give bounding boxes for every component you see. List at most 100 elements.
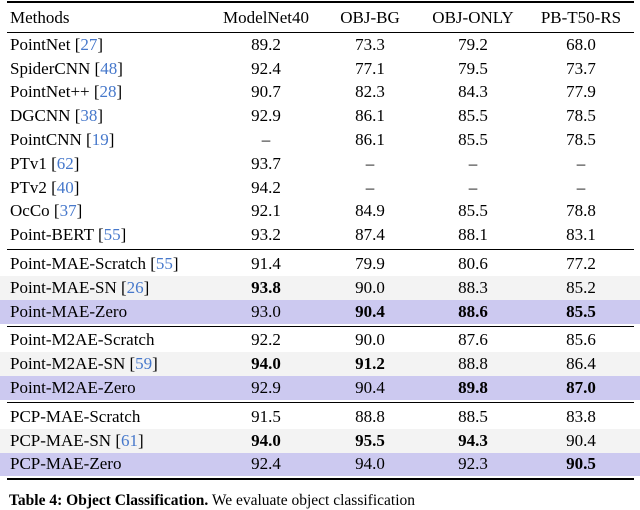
value-cell: 87.6 — [458, 330, 488, 350]
table-row: Point-M2AE-Scratch 92.2 90.0 87.6 85.6 — [0, 329, 640, 353]
method-cell: Point-M2AE-Scratch — [0, 330, 210, 350]
value-cell: 92.9 — [251, 106, 281, 126]
table-caption: Table 4: Object Classification. We evalu… — [0, 491, 640, 510]
table-row: PTv2 [40] 94.2 – – – — [0, 176, 640, 200]
value-cell: 90.0 — [355, 330, 385, 350]
method-label: DGCNN — [10, 106, 71, 126]
caption-label: Table 4: — [9, 492, 63, 510]
value-cell: 85.5 — [458, 201, 488, 221]
value-cell: 88.3 — [458, 277, 488, 297]
value-cell: 79.9 — [355, 254, 385, 274]
method-label: PointNet — [10, 34, 71, 54]
section-divider-rule — [7, 325, 634, 327]
value-cell: 92.9 — [251, 378, 281, 398]
value-cell: 88.8 — [458, 354, 488, 374]
value-cell: 79.5 — [458, 58, 488, 78]
method-cell: Point-MAE-Scratch [55] — [10, 254, 179, 274]
value-cell: 85.2 — [566, 277, 596, 297]
method-cell: SpiderCNN [48] — [10, 58, 123, 78]
value-cell: 90.5 — [566, 454, 596, 474]
value-cell: 87.0 — [566, 378, 596, 398]
citation-link[interactable]: 38 — [80, 106, 98, 126]
citation-link[interactable]: 27 — [80, 34, 98, 54]
citation-link[interactable]: 62 — [56, 153, 74, 173]
value-cell: 77.9 — [566, 82, 596, 102]
value-cell: – — [365, 153, 375, 173]
table-row: Point-MAE-Scratch [55] 91.4 79.9 80.6 77.2 — [0, 252, 640, 276]
table-bottom-rule — [7, 478, 634, 481]
value-cell: 80.6 — [458, 254, 488, 274]
table-row: Point-BERT [55] 93.2 87.4 88.1 83.1 — [0, 223, 640, 247]
citation-link[interactable]: 59 — [135, 354, 153, 374]
table-row: PCP-MAE-SN [61] 94.0 95.5 94.3 90.4 — [0, 428, 640, 453]
citation-link[interactable]: 55 — [103, 225, 121, 245]
method-cell: Point-MAE-SN [26] — [10, 277, 150, 297]
value-cell: 92.4 — [251, 454, 281, 474]
value-cell: 73.3 — [355, 34, 385, 54]
value-cell: 78.5 — [566, 106, 596, 126]
method-label: Point-M2AE-Scratch — [10, 330, 155, 350]
method-cell: Point-MAE-Zero — [0, 302, 210, 322]
value-cell: 91.2 — [355, 354, 385, 374]
value-cell: 93.0 — [251, 301, 281, 321]
table-row: PTv1 [62] 93.7 – – – — [0, 152, 640, 176]
column-header-pb-t50-rs: PB-T50-RS — [540, 7, 622, 27]
column-header-modelnet40: ModelNet40 — [223, 7, 309, 27]
value-cell: 85.6 — [566, 330, 596, 350]
value-cell: 84.9 — [355, 201, 385, 221]
value-cell: 79.2 — [458, 34, 488, 54]
table-row: PCP-MAE-Scratch 91.5 88.8 88.5 83.8 — [0, 405, 640, 429]
method-label: Point-MAE-Scratch — [10, 254, 146, 274]
table-row: PointCNN [19] – 86.1 85.5 78.5 — [0, 128, 640, 152]
value-cell: 94.3 — [458, 430, 488, 450]
table-row: Point-M2AE-Zero 92.9 90.4 89.8 87.0 — [0, 376, 640, 400]
table-row: Point-MAE-Zero 93.0 90.4 88.6 85.5 — [0, 299, 640, 324]
value-cell: 87.4 — [355, 225, 385, 245]
method-label: PointNet++ — [10, 82, 90, 102]
value-cell: 77.2 — [566, 254, 596, 274]
value-cell: 86.1 — [355, 130, 385, 150]
value-cell: 92.3 — [458, 454, 488, 474]
citation-link[interactable]: 40 — [56, 177, 74, 197]
value-cell: 93.2 — [251, 225, 281, 245]
citation-link[interactable]: 26 — [126, 277, 144, 297]
method-cell: PointNet [27] — [10, 34, 104, 54]
value-cell: 77.1 — [355, 58, 385, 78]
method-cell: PointNet++ [28] — [10, 82, 123, 102]
value-cell: 92.1 — [251, 201, 281, 221]
value-cell: 90.4 — [355, 301, 385, 321]
method-label: Point-MAE-SN — [10, 277, 117, 297]
method-cell: PCP-MAE-Scratch — [0, 407, 210, 427]
citation-link[interactable]: 37 — [59, 201, 77, 221]
method-cell: PCP-MAE-SN [61] — [10, 430, 144, 450]
value-cell: 90.4 — [355, 378, 385, 398]
citation-link[interactable]: 55 — [155, 254, 173, 274]
citation-link[interactable]: 28 — [99, 82, 117, 102]
table-row: PCP-MAE-Zero 92.4 94.0 92.3 90.5 — [0, 452, 640, 477]
value-cell: – — [365, 177, 375, 197]
value-cell: 90.7 — [251, 82, 281, 102]
caption-title: Object Classification. — [66, 492, 209, 510]
value-cell: 88.5 — [458, 406, 488, 426]
citation-link[interactable]: 19 — [91, 130, 109, 150]
table-row: Point-M2AE-SN [59] 94.0 91.2 88.8 86.4 — [0, 352, 640, 377]
value-cell: 68.0 — [566, 34, 596, 54]
value-cell: 78.8 — [566, 201, 596, 221]
method-label: Point-M2AE-Zero — [10, 378, 136, 398]
value-cell: 88.6 — [458, 301, 488, 321]
method-label: PCP-MAE-Zero — [10, 454, 122, 474]
caption-text: We evaluate object classification — [211, 492, 416, 510]
value-cell: – — [261, 130, 271, 150]
value-cell: 82.3 — [355, 82, 385, 102]
value-cell: 89.8 — [458, 378, 488, 398]
value-cell: 78.5 — [566, 130, 596, 150]
method-cell: Point-M2AE-SN [59] — [10, 354, 158, 374]
table-header-rule — [7, 32, 634, 33]
table-row: PointNet++ [28] 90.7 82.3 84.3 77.9 — [0, 81, 640, 105]
citation-link[interactable]: 61 — [121, 430, 139, 450]
value-cell: – — [468, 177, 478, 197]
citation-link[interactable]: 48 — [100, 58, 118, 78]
value-cell: 84.3 — [458, 82, 488, 102]
value-cell: 90.0 — [355, 277, 385, 297]
